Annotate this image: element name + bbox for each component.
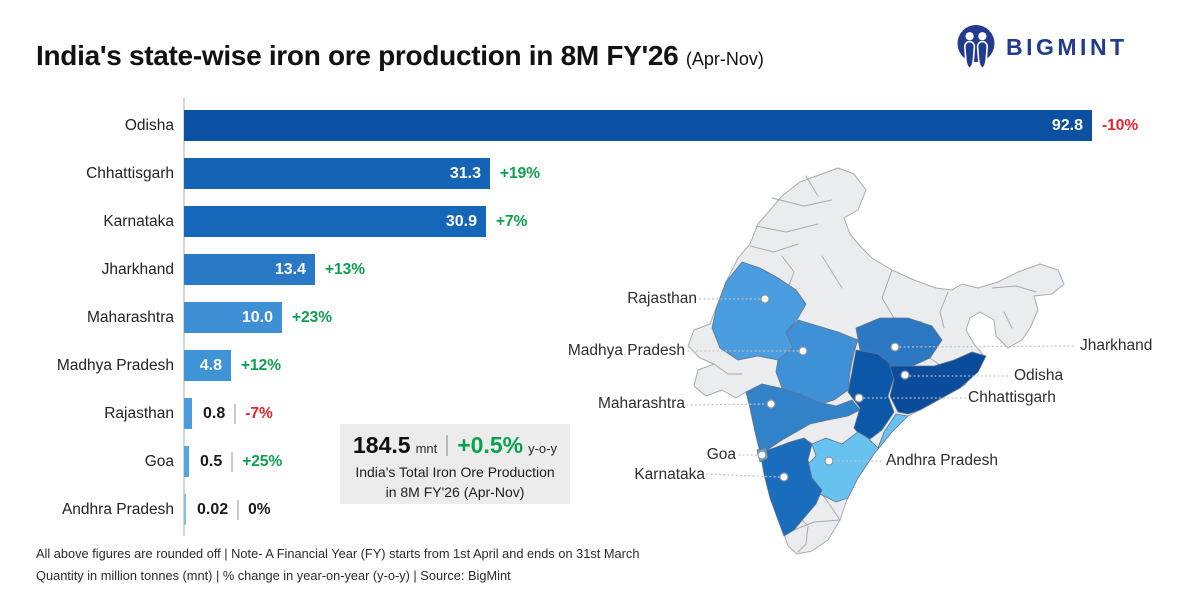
dot-rajasthan xyxy=(760,294,770,304)
title-period: (Apr-Nov) xyxy=(685,49,764,69)
bar-maharashtra: 10.0 xyxy=(184,302,282,333)
bar-change-andhra-pradesh: 0% xyxy=(248,500,271,518)
bar-label-odisha: Odisha xyxy=(124,117,174,134)
bar-value-madhya-pradesh: 4.8 xyxy=(199,357,222,374)
bar-value-divider-rajasthan xyxy=(234,403,237,424)
india-map xyxy=(686,167,1077,555)
bar-row-chhattisgarh: Chhattisgarh 31.3 +19% xyxy=(0,158,1200,189)
bar-value-group-rajasthan: 0.8 -7% xyxy=(203,398,273,429)
bar-label-madhya-pradesh: Madhya Pradesh xyxy=(56,357,174,374)
bar-rajasthan xyxy=(184,398,192,429)
bar-change-karnataka: +7% xyxy=(496,213,528,230)
map-label-goa: Goa xyxy=(706,446,736,463)
map-label-andhra-pradesh: Andhra Pradesh xyxy=(886,452,999,469)
map-state-dots xyxy=(757,294,910,482)
bar-label-jharkhand: Jharkhand xyxy=(101,261,174,278)
bar-value-rajasthan: 0.8 xyxy=(203,404,226,422)
bar-goa xyxy=(184,446,189,477)
bar-row-karnataka: Karnataka 30.9 +7% xyxy=(0,206,1200,237)
bar-value-group-andhra-pradesh: 0.02 0% xyxy=(197,494,271,525)
footnote-line-1: All above figures are rounded off | Note… xyxy=(36,546,640,561)
bar-value-jharkhand: 13.4 xyxy=(274,261,306,278)
dot-maharashtra xyxy=(766,399,776,409)
footnotes: All above figures are rounded off | Note… xyxy=(36,543,639,587)
summary-caption-line1: India's Total Iron Ore Production xyxy=(355,464,555,480)
bar-change-goa: +25% xyxy=(242,452,283,470)
bar-label-maharashtra: Maharashtra xyxy=(86,309,174,326)
bar-value-goa: 0.5 xyxy=(200,452,223,470)
bar-value-karnataka: 30.9 xyxy=(445,213,477,230)
bar-change-odisha: -10% xyxy=(1102,117,1139,134)
summary-total-value: 184.5 xyxy=(353,432,411,458)
map-state-chhattisgarh xyxy=(847,349,895,443)
map-state-maharashtra xyxy=(745,383,861,453)
bar-row-jharkhand: Jharkhand 13.4 +13% xyxy=(0,254,1200,285)
map-label-jharkhand: Jharkhand xyxy=(1080,337,1153,354)
map-state-karnataka xyxy=(759,437,823,537)
bar-chhattisgarh: 31.3 xyxy=(184,158,490,189)
bar-row-rajasthan: Rajasthan 0.8 -7% xyxy=(0,398,1200,429)
map-label-madhya-pradesh: Madhya Pradesh xyxy=(567,342,685,359)
summary-change-pct: +0.5% xyxy=(457,432,524,458)
bar-value-chhattisgarh: 31.3 xyxy=(449,165,481,182)
bar-label-rajasthan: Rajasthan xyxy=(104,405,174,422)
bigmint-logo-icon xyxy=(957,25,995,70)
bar-row-goa: Goa 0.5 +25% xyxy=(0,446,1200,477)
dot-andhra-pradesh xyxy=(824,456,834,466)
dot-chhattisgarh xyxy=(854,393,864,403)
bar-change-rajasthan: -7% xyxy=(245,404,273,422)
bar-row-odisha: Odisha 92.8 -10% xyxy=(0,110,1200,141)
bar-row-andhra-pradesh: Andhra Pradesh 0.02 0% xyxy=(0,494,1200,525)
bar-value-group-goa: 0.5 +25% xyxy=(200,446,282,477)
bar-label-karnataka: Karnataka xyxy=(103,213,174,230)
summary-figures: 184.5 mnt +0.5% y-o-y xyxy=(340,432,570,459)
bar-karnataka: 30.9 xyxy=(184,206,486,237)
dot-jharkhand xyxy=(890,342,900,352)
total-summary-box: 184.5 mnt +0.5% y-o-y India's Total Iron… xyxy=(340,424,570,504)
bigmint-logo-text: BIGMINT xyxy=(1006,33,1128,60)
bigmint-logo: BIGMINT xyxy=(956,24,1128,70)
map-state-andhra-pradesh xyxy=(805,413,909,503)
bar-change-chhattisgarh: +19% xyxy=(500,165,541,182)
bar-change-madhya-pradesh: +12% xyxy=(241,357,282,374)
bar-value-maharashtra: 10.0 xyxy=(241,309,273,326)
bar-change-jharkhand: +13% xyxy=(325,261,366,278)
summary-yoy-label: y-o-y xyxy=(528,441,557,456)
bar-label-goa: Goa xyxy=(144,453,174,470)
dot-odisha xyxy=(900,370,910,380)
bar-row-madhya-pradesh: Madhya Pradesh 4.8 +12% xyxy=(0,350,1200,381)
bar-chart: Odisha 92.8 -10% Chhattisgarh 31.3 +19% Karnat… xyxy=(0,95,1200,540)
bar-andhra-pradesh xyxy=(184,494,186,525)
bar-label-chhattisgarh: Chhattisgarh xyxy=(86,165,174,182)
bar-value-andhra-pradesh: 0.02 xyxy=(197,500,229,518)
bar-row-maharashtra: Maharashtra 10.0 +23% xyxy=(0,302,1200,333)
bar-value-divider-andhra-pradesh xyxy=(237,499,240,520)
bar-value-odisha: 92.8 xyxy=(1051,117,1083,134)
dot-karnataka xyxy=(779,472,789,482)
bar-madhya-pradesh: 4.8 xyxy=(184,350,231,381)
dot-goa xyxy=(757,450,767,460)
bar-change-maharashtra: +23% xyxy=(292,309,333,326)
map-label-karnataka: Karnataka xyxy=(634,466,705,483)
bar-value-divider-goa xyxy=(231,451,234,472)
summary-divider xyxy=(446,435,449,456)
map-label-maharashtra: Maharashtra xyxy=(597,395,685,412)
map-label-rajasthan: Rajasthan xyxy=(627,290,697,307)
bar-jharkhand: 13.4 xyxy=(184,254,315,285)
bar-label-andhra-pradesh: Andhra Pradesh xyxy=(61,501,174,518)
bar-odisha: 92.8 xyxy=(184,110,1092,141)
map-leader-lines xyxy=(686,298,1077,478)
map-label-odisha: Odisha xyxy=(1014,367,1064,384)
page-title: India's state-wise iron ore production i… xyxy=(36,40,764,72)
title-main: India's state-wise iron ore production i… xyxy=(36,40,679,71)
map-label-chhattisgarh: Chhattisgarh xyxy=(968,389,1056,406)
footnote-line-2: Quantity in million tonnes (mnt) | % cha… xyxy=(36,568,511,583)
dot-madhya-pradesh xyxy=(798,346,808,356)
summary-caption-line2: in 8M FY'26 (Apr-Nov) xyxy=(385,484,525,500)
summary-unit: mnt xyxy=(415,441,438,456)
map-state-madhya-pradesh xyxy=(775,319,859,407)
